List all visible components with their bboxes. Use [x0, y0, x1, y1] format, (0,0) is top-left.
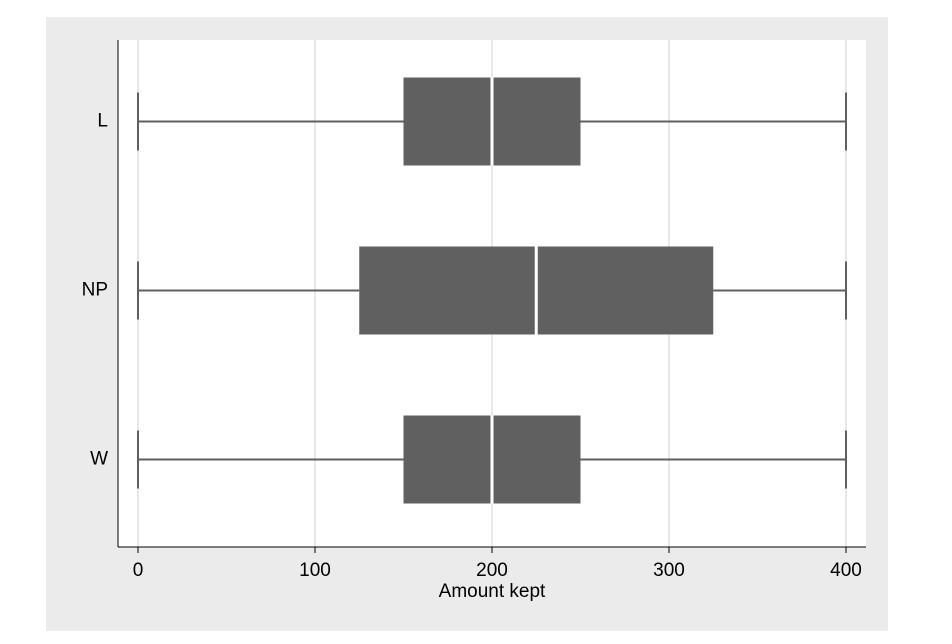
x-tick-label: 100 [299, 560, 331, 581]
x-tick-label: 300 [653, 560, 685, 581]
y-tick-label: L [97, 111, 108, 132]
x-axis-title: Amount kept [439, 581, 546, 602]
x-tick-label: 200 [476, 560, 508, 581]
x-tick-label: 400 [830, 560, 862, 581]
x-tick-label: 0 [133, 560, 144, 581]
y-tick-label: NP [82, 280, 108, 301]
y-tick-label: W [90, 449, 108, 470]
